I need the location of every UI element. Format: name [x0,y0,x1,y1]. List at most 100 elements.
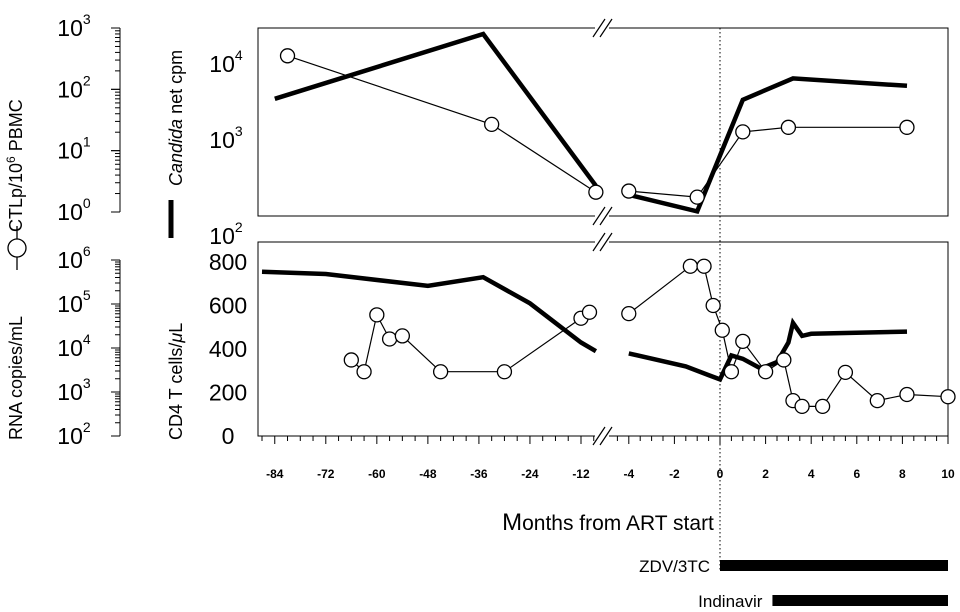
axis-break-mark [592,18,606,38]
bottom-rna-point [940,389,956,405]
candida-tick-label: 102 [209,219,243,249]
x-tick-label: 0 [717,467,724,481]
candida-axis-label: Candida net cpm [166,50,186,186]
ctlp-tick-base: 10 [57,15,83,41]
axis-break-mark [592,232,606,252]
bottom-rna-point [682,258,699,274]
bottom-rna-point [343,352,359,368]
x-tick-label: -24 [521,467,539,481]
x-tick-label: -2 [669,467,680,481]
top-ctlp-point [780,119,797,135]
bottom-rna-line [628,265,949,407]
rna-tick-base: 10 [57,379,83,405]
candida-tick-base: 10 [209,51,235,77]
x-tick-label: 8 [899,467,906,481]
rna-axis-label: RNA copies/mL [6,316,26,440]
bottom-rna-point [869,392,885,409]
x-tick-label: -4 [623,467,634,481]
rna-tick-exp: 3 [83,375,91,391]
rna-tick-base: 10 [57,423,83,449]
candida-tick-exp: 3 [235,123,243,139]
cd4-axis-label: CD4 T cells/μL [166,323,186,440]
bottom-rna-point [581,304,598,320]
series-layer [261,31,956,415]
axis-break-mark [599,206,613,226]
bottom-panel [257,241,949,437]
x-tick-label: 6 [853,467,860,481]
drug-bar [772,595,948,606]
x-tick-label: -60 [368,467,386,481]
candida-tick-exp: 4 [235,47,243,63]
ctlp-tick-exp: 0 [83,195,91,211]
axis-break-gap [595,426,609,446]
top-ctlp-point [689,189,705,205]
top-ctlp-point [735,124,751,140]
ctlp-tick-exp: 2 [83,72,91,88]
candida-tick-base: 10 [209,127,235,153]
bottom-panel-frame [257,241,949,437]
ctlp-tick-base: 10 [57,76,83,102]
top-ctlp-point [899,119,915,135]
rna-tick-label: 102 [57,419,91,449]
ctlp-tick-label: 101 [57,134,91,164]
drug-bar [720,560,948,571]
x-tick-label: -12 [572,467,590,481]
rna-tick-base: 10 [57,335,83,361]
candida-tick-exp: 2 [235,219,243,235]
ctlp-tick-base: 10 [57,199,83,225]
ctlp-tick-label: 103 [57,11,91,41]
bottom-rna-point [496,364,513,380]
bottom-rna-point [621,305,637,322]
drug-bar-label: ZDV/3TC [639,557,710,576]
axis-break-mark [592,206,606,226]
bottom-cd4-line [261,269,598,354]
bottom-rna-point [369,307,385,323]
cd4-ticks: 800 600 400 200 0 [209,249,247,449]
x-tick-label: 4 [808,467,815,481]
cd4-tick-label: 400 [209,336,247,362]
x-axis-label: Months from ART start [502,509,714,536]
rna-tick-base: 10 [57,247,83,273]
top-ctlp-line [628,126,907,198]
ctlp-legend-marker [7,238,27,258]
top-candida-line [274,31,598,188]
axis-break-mark [592,426,606,446]
ctlp-tick-exp: 1 [83,134,91,150]
rna-tick-exp: 6 [83,243,91,259]
bottom-rna-point [794,398,810,415]
bottom-rna-point [356,364,372,380]
cd4-tick-label: 600 [209,293,247,319]
top-panel [257,27,949,217]
x-tick-label: -84 [266,467,284,481]
top-ctlp-point [588,184,604,200]
cd4-tick-label: 800 [209,249,247,275]
bottom-rna-point [757,364,774,380]
axis-break-mark [599,232,613,252]
cd4-tick-label: 200 [209,380,247,406]
bottom-rna-point [723,364,740,380]
axis-break-gap [595,206,609,226]
x-tick-label: -48 [419,467,437,481]
bottom-rna-point [705,297,721,314]
drug-bars: ZDV/3TC Indinavir [639,557,948,611]
candida-tick-label: 103 [209,123,243,153]
cd4-tick-label: 0 [222,423,235,449]
rna-tick-exp: 5 [83,287,91,303]
candida-tick-label: 104 [209,47,243,77]
bottom-rna-point [735,333,751,349]
rna-tick-label: 103 [57,375,91,405]
top-candida-line [628,76,908,215]
ctlp-tick-label: 102 [57,72,91,102]
top-ctlp-point [484,116,500,133]
axis-break-mark [599,18,613,38]
rna-tick-exp: 4 [83,331,91,347]
bottom-rna-point [394,328,411,344]
x-tick-label: 2 [762,467,769,481]
top-panel-frame [257,27,949,217]
rna-tick-label: 105 [57,287,91,317]
bottom-rna-point [814,398,831,415]
axis-break-mark [599,426,613,446]
